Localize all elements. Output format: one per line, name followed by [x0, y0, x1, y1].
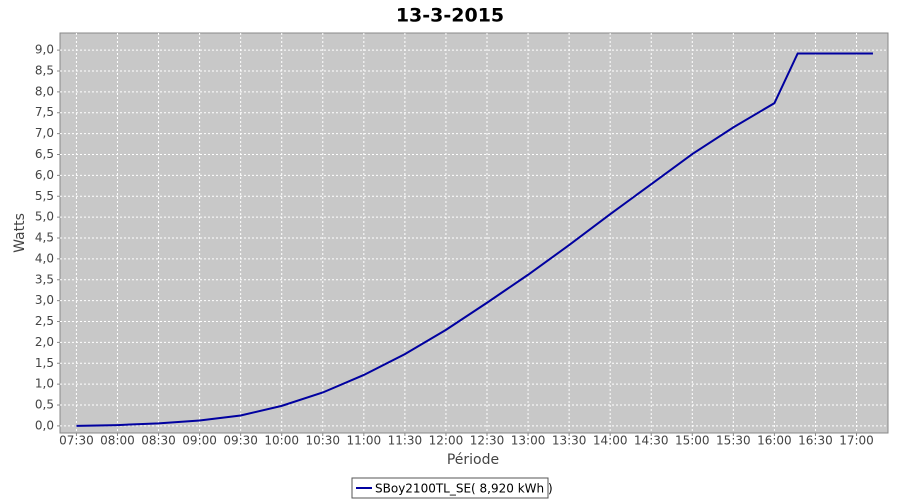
x-tick-label: 12:30: [470, 434, 505, 448]
y-tick-label: 3,5: [35, 272, 54, 286]
x-tick-label: 09:00: [182, 434, 217, 448]
x-tick-label: 08:30: [141, 434, 176, 448]
y-tick-label: 8,0: [35, 84, 54, 98]
y-axis-label: Watts: [12, 213, 28, 253]
x-tick-label: 08:00: [100, 434, 135, 448]
y-tick-label: 5,5: [35, 189, 54, 203]
x-tick-label: 13:30: [552, 434, 587, 448]
y-tick-label: 8,5: [35, 63, 54, 77]
y-tick-label: 4,5: [35, 231, 54, 245]
y-tick-label: 4,0: [35, 251, 54, 265]
x-tick-label: 16:30: [798, 434, 833, 448]
y-tick-label: 0,0: [35, 418, 54, 432]
x-tick-label: 13:00: [511, 434, 546, 448]
y-tick-label: 2,0: [35, 335, 54, 349]
y-tick-label: 1,5: [35, 356, 54, 370]
x-tick-label: 14:30: [634, 434, 669, 448]
x-tick-label: 10:00: [264, 434, 299, 448]
y-tick-label: 1,0: [35, 377, 54, 391]
plot-area: [59, 32, 889, 434]
x-tick-label: 16:00: [757, 434, 792, 448]
x-tick-label: 14:00: [593, 434, 628, 448]
y-tick-label: 9,0: [35, 43, 54, 57]
legend: [351, 477, 549, 499]
y-tick-label: 7,5: [35, 105, 54, 119]
y-tick-label: 3,0: [35, 293, 54, 307]
x-tick-label: 07:30: [59, 434, 94, 448]
x-tick-label: 10:30: [305, 434, 340, 448]
y-tick-label: 7,0: [35, 126, 54, 140]
y-tick-label: 0,5: [35, 398, 54, 412]
chart-title: 13-3-2015: [396, 5, 504, 27]
x-tick-label: 12:00: [429, 434, 464, 448]
x-tick-label: 11:00: [347, 434, 382, 448]
y-tick-label: 2,5: [35, 314, 54, 328]
y-tick-label: 6,0: [35, 168, 54, 182]
y-tick-label: 6,5: [35, 147, 54, 161]
x-tick-label: 15:00: [675, 434, 710, 448]
data-line: [76, 52, 873, 427]
x-tick-label: 15:30: [716, 434, 751, 448]
y-tick-label: 5,0: [35, 210, 54, 224]
x-axis-label: Période: [447, 452, 499, 468]
x-tick-label: 11:30: [388, 434, 423, 448]
x-tick-label: 09:30: [223, 434, 258, 448]
legend-label: SBoy2100TL_SE( 8,920 kWh ): [375, 482, 553, 496]
x-tick-label: 17:00: [839, 434, 874, 448]
